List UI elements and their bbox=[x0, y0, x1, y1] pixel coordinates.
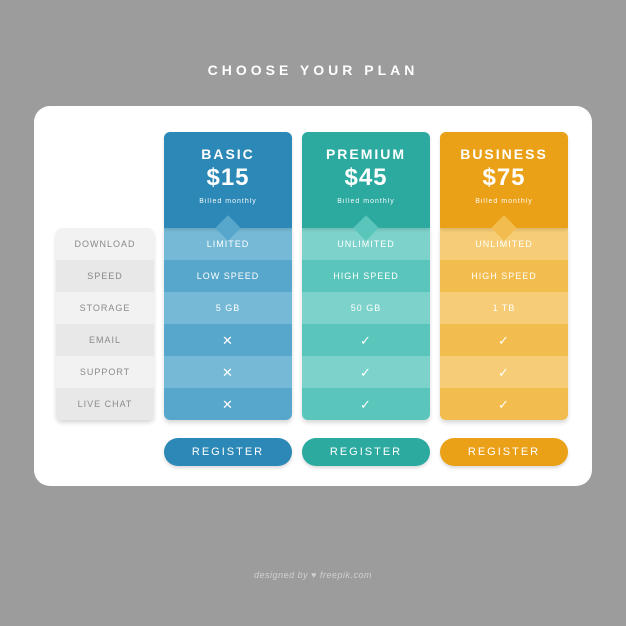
plan-cell: ✓ bbox=[440, 324, 568, 356]
plan-cell: 50 GB bbox=[302, 292, 430, 324]
feature-label: SPEED bbox=[56, 260, 154, 292]
check-icon: ✓ bbox=[498, 366, 510, 379]
plan-header: BUSINESS $75 Billed monthly bbox=[440, 132, 568, 228]
feature-label: LIVE CHAT bbox=[56, 388, 154, 420]
cross-icon: ✕ bbox=[222, 334, 234, 347]
plan-name: BASIC bbox=[164, 146, 292, 162]
plan-cell: LOW SPEED bbox=[164, 260, 292, 292]
plan-column-basic: BASIC$15Billed monthlyLIMITEDLOW SPEED5 … bbox=[164, 132, 292, 486]
feature-label: DOWNLOAD bbox=[56, 228, 154, 260]
plan-cell: 1 TB bbox=[440, 292, 568, 324]
feature-label: STORAGE bbox=[56, 292, 154, 324]
plan-cell: ✓ bbox=[302, 388, 430, 420]
plan-cell: ✕ bbox=[164, 356, 292, 388]
pricing-card: DOWNLOADSPEEDSTORAGEEMAILSUPPORTLIVE CHA… bbox=[34, 106, 592, 486]
plan-cell: ✓ bbox=[440, 388, 568, 420]
plan-column-business: BUSINESS$75Billed monthlyUNLIMITEDHIGH S… bbox=[440, 132, 568, 486]
plan-price: $75 bbox=[440, 164, 568, 192]
plan-billing: Billed monthly bbox=[164, 198, 292, 205]
plan-cell: 5 GB bbox=[164, 292, 292, 324]
plan-cell: ✕ bbox=[164, 324, 292, 356]
cross-icon: ✕ bbox=[222, 366, 234, 379]
feature-label: SUPPORT bbox=[56, 356, 154, 388]
plan-name: PREMIUM bbox=[302, 146, 430, 162]
check-icon: ✓ bbox=[498, 398, 510, 411]
plan-cell: ✕ bbox=[164, 388, 292, 420]
cross-icon: ✕ bbox=[222, 398, 234, 411]
plan-price: $45 bbox=[302, 164, 430, 192]
plan-cell: ✓ bbox=[440, 356, 568, 388]
plan-body: UNLIMITEDHIGH SPEED1 TB✓✓✓ bbox=[440, 228, 568, 420]
plan-body: UNLIMITEDHIGH SPEED50 GB✓✓✓ bbox=[302, 228, 430, 420]
plan-cell: HIGH SPEED bbox=[302, 260, 430, 292]
plan-name: BUSINESS bbox=[440, 146, 568, 162]
page-title: CHOOSE YOUR PLAN bbox=[0, 0, 626, 78]
plan-header: BASIC $15 Billed monthly bbox=[164, 132, 292, 228]
plan-header: PREMIUM $45 Billed monthly bbox=[302, 132, 430, 228]
plan-column-premium: PREMIUM$45Billed monthlyUNLIMITEDHIGH SP… bbox=[302, 132, 430, 486]
feature-labels-column: DOWNLOADSPEEDSTORAGEEMAILSUPPORTLIVE CHA… bbox=[56, 228, 154, 420]
plan-billing: Billed monthly bbox=[302, 198, 430, 205]
plan-cell: HIGH SPEED bbox=[440, 260, 568, 292]
register-button[interactable]: REGISTER bbox=[164, 438, 292, 466]
feature-label: EMAIL bbox=[56, 324, 154, 356]
check-icon: ✓ bbox=[360, 366, 372, 379]
plan-billing: Billed monthly bbox=[440, 198, 568, 205]
check-icon: ✓ bbox=[498, 334, 510, 347]
register-button[interactable]: REGISTER bbox=[440, 438, 568, 466]
plan-price: $15 bbox=[164, 164, 292, 192]
check-icon: ✓ bbox=[360, 334, 372, 347]
plan-cell: ✓ bbox=[302, 324, 430, 356]
plan-cell: ✓ bbox=[302, 356, 430, 388]
register-button[interactable]: REGISTER bbox=[302, 438, 430, 466]
plan-body: LIMITEDLOW SPEED5 GB✕✕✕ bbox=[164, 228, 292, 420]
attribution: designed by ♥ freepik.com bbox=[0, 570, 626, 580]
check-icon: ✓ bbox=[360, 398, 372, 411]
